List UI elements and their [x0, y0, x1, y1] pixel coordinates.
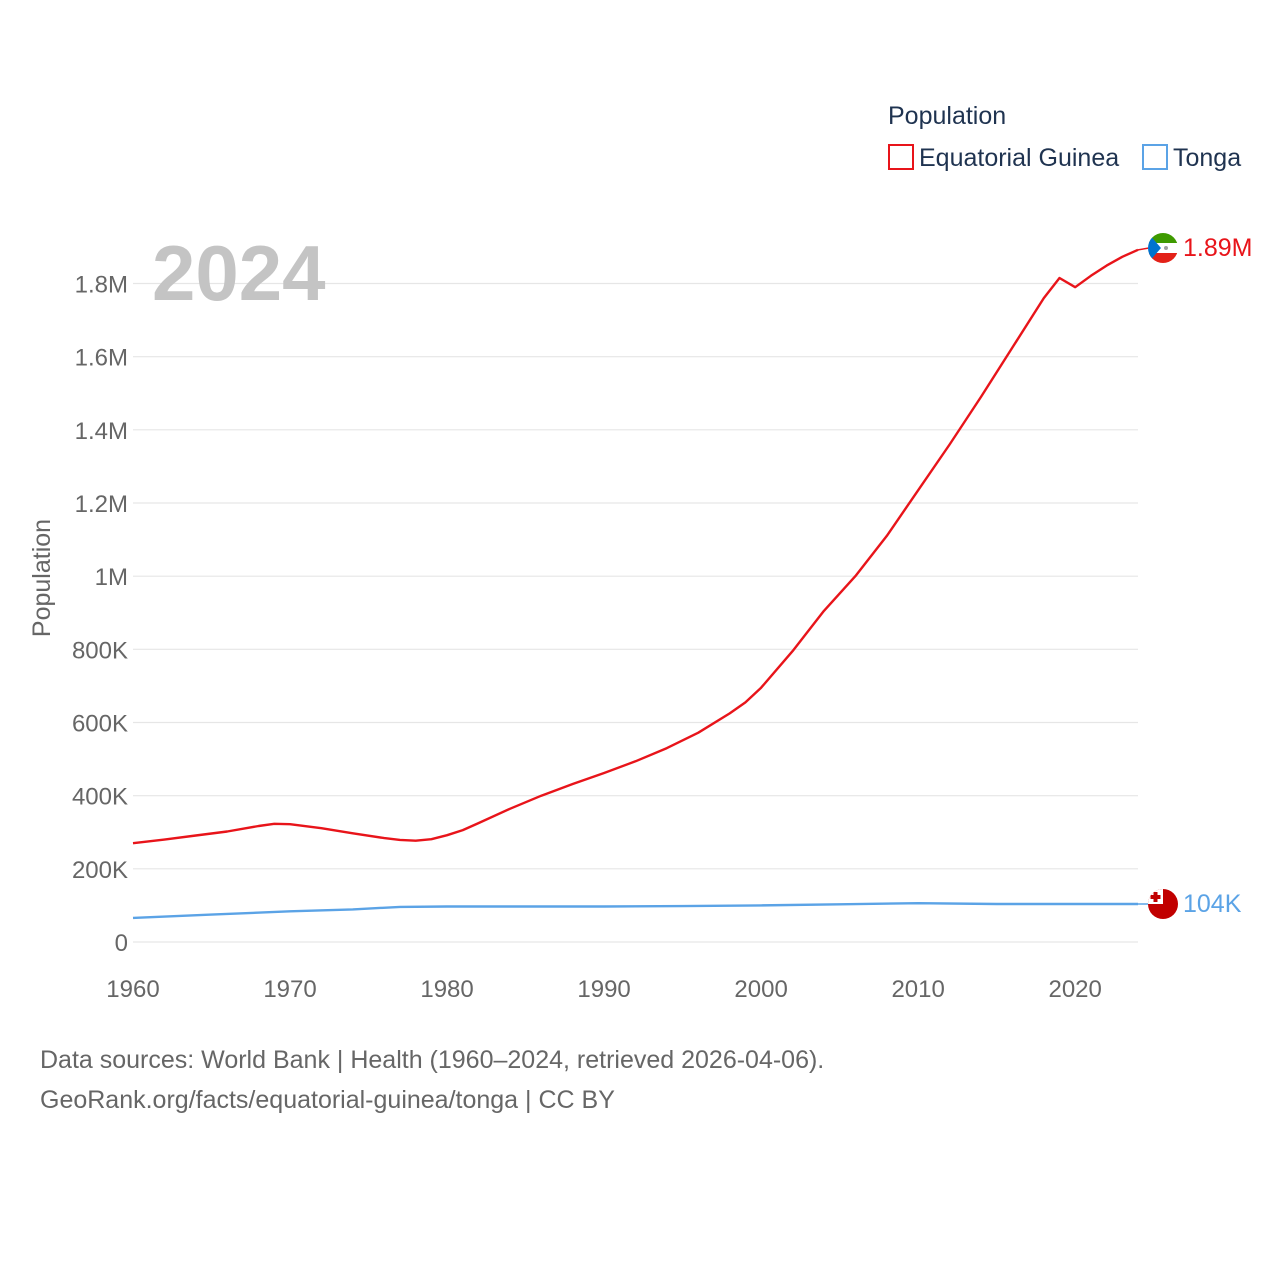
series-line-tonga[interactable] — [132, 902, 1138, 920]
legend-swatch-equatorial-guinea — [888, 144, 914, 170]
legend-label-equatorial-guinea: Equatorial Guinea — [919, 144, 1119, 172]
series-line-equatorial-guinea[interactable] — [132, 248, 1139, 845]
legend-item-tonga[interactable]: Tonga — [1142, 144, 1241, 172]
y-tick-label: 1.6M — [75, 345, 128, 372]
end-connector — [1137, 247, 1150, 251]
legend-swatch-tonga — [1142, 144, 1168, 170]
y-axis-ticks: 0 200K 400K 600K 800K 1M 1.2M 1.4M 1.6M 1.8M — [72, 272, 128, 958]
footer: Data sources: World Bank | Health (1960–… — [40, 1040, 824, 1120]
end-value-label: 1.89M — [1183, 234, 1252, 262]
y-tick-label: 1.4M — [75, 418, 128, 445]
legend-item-equatorial-guinea[interactable]: Equatorial Guinea — [888, 144, 1119, 172]
y-tick-label: 1.8M — [75, 272, 128, 299]
tonga-flag-icon — [1148, 889, 1178, 919]
x-tick-label: 2020 — [1048, 976, 1101, 1003]
x-tick-label: 1970 — [263, 976, 316, 1003]
y-tick-label: 0 — [115, 930, 128, 957]
source-link[interactable]: GeoRank.org/facts/equatorial-guinea/tong… — [40, 1086, 615, 1114]
y-tick-label: 1.2M — [75, 491, 128, 518]
x-tick-label: 2010 — [891, 976, 944, 1003]
equatorial-guinea-flag-icon — [1148, 233, 1178, 263]
x-tick-label: 1960 — [106, 976, 159, 1003]
x-tick-label: 1990 — [577, 976, 630, 1003]
end-value-label: 104K — [1183, 890, 1242, 918]
y-tick-label: 800K — [72, 637, 128, 664]
y-axis-title: Population — [28, 519, 56, 637]
grid-lines — [133, 282, 1138, 943]
x-tick-label: 1980 — [420, 976, 473, 1003]
y-tick-label: 1M — [95, 564, 128, 591]
y-tick-label: 400K — [72, 784, 128, 811]
x-axis-ticks: 1960 1970 1980 1990 2000 2010 2020 — [106, 976, 1102, 1003]
y-tick-label: 200K — [72, 857, 128, 884]
series-end-markers: 1.89M 104K — [1137, 233, 1252, 919]
data-sources-text: Data sources: World Bank | Health (1960–… — [40, 1046, 825, 1074]
series-lines — [132, 248, 1139, 920]
legend-title: Population — [888, 102, 1006, 130]
x-tick-label: 2000 — [734, 976, 787, 1003]
legend: Population Equatorial Guinea Tonga — [888, 102, 1241, 172]
legend-label-tonga: Tonga — [1173, 144, 1241, 172]
year-watermark: 2024 — [152, 229, 326, 317]
y-tick-label: 600K — [72, 711, 128, 738]
